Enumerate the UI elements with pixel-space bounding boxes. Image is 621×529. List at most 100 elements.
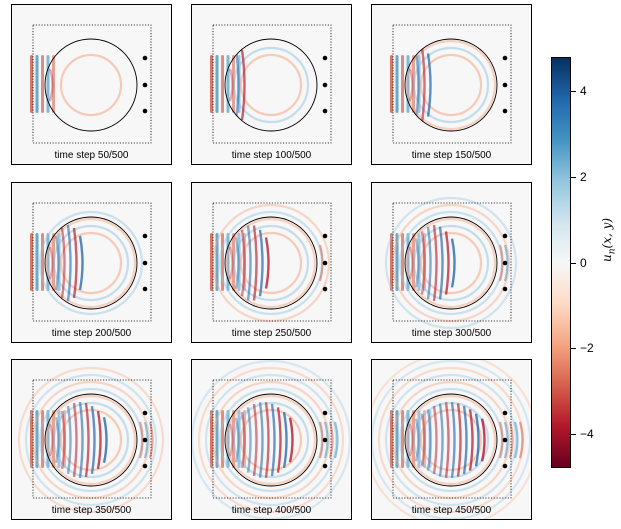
domain-boundary [392, 202, 512, 322]
focused-wave [48, 68, 54, 102]
focused-wave [54, 416, 60, 464]
focused-wave [252, 225, 258, 301]
colorbar-tick-label: 4 [580, 84, 587, 99]
colorbar-tick [571, 433, 576, 435]
wave-band [390, 55, 393, 113]
wave-band [401, 55, 404, 113]
wavefield-plot [390, 24, 512, 144]
wave-band [30, 410, 33, 468]
domain-boundary [392, 379, 512, 499]
panel-label: time step 250/500 [231, 328, 312, 339]
domain-boundary [212, 379, 332, 499]
wave-band [30, 55, 33, 113]
transmitted-wave [143, 421, 149, 459]
focused-wave [78, 401, 84, 479]
focused-wave [264, 237, 270, 289]
ripple-ring [197, 366, 345, 514]
ripple-ring [211, 380, 331, 500]
wavefield-panel: time step 200/500 [11, 182, 172, 343]
wavefield-plot [210, 24, 332, 144]
focused-wave [450, 402, 456, 478]
ripple-ring [419, 408, 483, 472]
focused-wave [270, 403, 276, 477]
receiver-dot [142, 55, 148, 61]
focused-wave [48, 423, 54, 457]
receiver-dot [322, 437, 328, 443]
focused-wave [426, 409, 432, 471]
colorbar-label: un(x, y) [600, 217, 618, 262]
focused-wave [450, 238, 456, 288]
ripple-ring [59, 53, 123, 117]
receiver-dot [502, 286, 508, 292]
wavefield-panel: time step 350/500 [11, 359, 172, 520]
focused-wave [444, 231, 450, 295]
focused-wave [432, 405, 438, 475]
ripple-ring [59, 231, 123, 295]
ripple-ring [405, 394, 497, 486]
receiver-dot [322, 108, 328, 114]
ripple-ring [419, 231, 483, 295]
wave-band [395, 55, 399, 113]
wave-band [35, 233, 39, 291]
focused-wave [426, 53, 432, 117]
transmitted-wave [333, 421, 339, 459]
ripple-ring [372, 360, 531, 519]
ripple-ring [31, 380, 151, 500]
wavefield-plot [17, 366, 165, 514]
focused-wave [228, 68, 234, 102]
colorbar [551, 57, 571, 468]
ripple-ring [45, 217, 137, 309]
panel-label: time step 50/500 [54, 150, 129, 161]
focused-wave [72, 227, 78, 299]
wavefield-panel: time step 100/500 [191, 4, 352, 165]
wave-band [395, 410, 399, 468]
ripple-ring [24, 373, 158, 507]
transmitted-wave [518, 421, 524, 459]
wave-band [221, 55, 224, 113]
focused-wave [414, 418, 420, 462]
receiver-dot [322, 463, 328, 469]
ripple-ring [218, 210, 324, 316]
focused-wave [90, 406, 96, 474]
panel-label: time step 450/500 [411, 505, 492, 516]
focused-wave [60, 410, 66, 470]
focused-wave [234, 417, 240, 463]
focused-wave [414, 53, 420, 117]
focused-wave [420, 413, 426, 467]
focused-wave [474, 413, 480, 467]
focused-wave [240, 411, 246, 469]
focused-wave [420, 231, 426, 295]
focused-wave [72, 402, 78, 478]
receiver-dot [142, 410, 148, 416]
ripple-ring [17, 366, 165, 514]
wave-band [30, 233, 33, 291]
focused-wave [228, 423, 234, 457]
focused-wave [240, 229, 246, 297]
receiver-dot [142, 437, 148, 443]
domain-boundary [212, 24, 332, 144]
ripple-ring [391, 380, 511, 500]
wave-band [390, 410, 393, 468]
wave-band [41, 410, 44, 468]
panel-label: time step 200/500 [51, 328, 132, 339]
ripple-ring [239, 408, 303, 472]
domain-boundary [32, 202, 152, 322]
receiver-dot [322, 233, 328, 239]
lens-circle [224, 393, 318, 487]
colorbar-tick-label: 0 [580, 255, 587, 270]
receiver-dot [142, 82, 148, 88]
lens-circle [44, 393, 138, 487]
domain-boundary [32, 24, 152, 144]
domain-boundary [212, 202, 332, 322]
ripple-ring [225, 217, 317, 309]
panel-label: time step 350/500 [51, 505, 132, 516]
transmitted-wave [318, 244, 324, 282]
ripple-ring [59, 408, 123, 472]
ripple-ring [419, 53, 483, 117]
ripple-ring [391, 203, 511, 323]
wave-band [428, 410, 432, 468]
focused-wave [246, 225, 252, 301]
wavefield-plot [30, 24, 152, 144]
focused-wave [276, 407, 282, 473]
panel-label: time step 100/500 [231, 150, 312, 161]
